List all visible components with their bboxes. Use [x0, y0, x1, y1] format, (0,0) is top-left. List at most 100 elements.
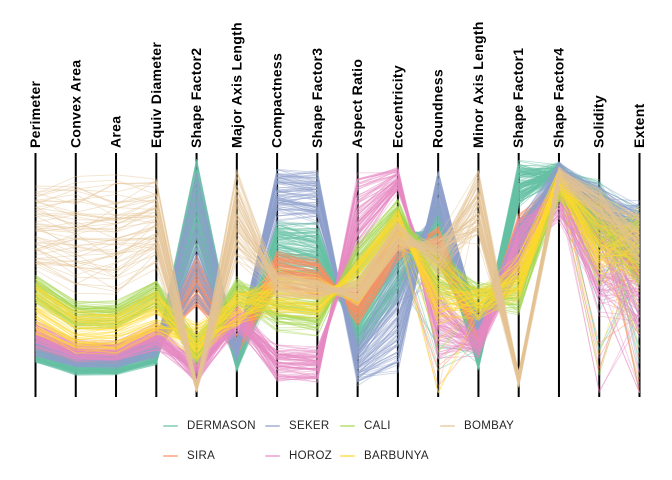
data-line	[35, 171, 640, 367]
data-line	[35, 191, 640, 358]
data-line	[35, 183, 640, 384]
data-line	[35, 173, 640, 363]
data-line	[35, 171, 640, 372]
legend-label-dermason: DERMASON	[187, 420, 256, 432]
data-line	[35, 167, 640, 368]
data-line	[35, 173, 640, 383]
data-line	[35, 176, 640, 358]
data-line	[35, 169, 640, 365]
axis-label-major-axis-length: Major Axis Length	[228, 22, 244, 148]
data-line	[35, 170, 640, 353]
data-line	[35, 174, 640, 363]
data-line	[35, 188, 640, 354]
data-line	[35, 172, 640, 361]
data-line	[35, 171, 640, 380]
data-line	[35, 169, 640, 360]
series-seker	[35, 161, 640, 387]
data-line	[35, 167, 640, 376]
data-line	[35, 167, 640, 363]
data-line	[35, 174, 640, 377]
data-line	[35, 168, 640, 393]
data-line	[35, 171, 640, 380]
data-line	[35, 175, 640, 365]
data-line	[35, 163, 640, 370]
data-line	[35, 178, 640, 366]
data-line	[35, 181, 640, 345]
axis-label-compactness: Compactness	[269, 53, 285, 148]
data-line	[35, 179, 640, 352]
data-line	[35, 187, 640, 360]
data-line	[35, 161, 640, 363]
axis-label-area: Area	[108, 116, 124, 148]
data-line	[35, 169, 640, 363]
data-line	[35, 175, 640, 358]
data-line	[35, 194, 640, 355]
data-line	[35, 175, 640, 372]
data-line	[35, 195, 640, 357]
data-line	[35, 190, 640, 358]
data-line	[35, 169, 640, 350]
data-line	[35, 174, 640, 374]
data-line	[35, 173, 640, 387]
data-line	[35, 178, 640, 372]
series-cali	[35, 172, 640, 376]
data-line	[35, 175, 640, 366]
data-line	[35, 161, 640, 382]
data-line	[35, 174, 640, 348]
data-line	[35, 171, 640, 393]
data-line	[35, 182, 640, 359]
data-line	[35, 174, 640, 367]
data-line	[35, 173, 640, 380]
data-line	[35, 194, 640, 362]
data-line	[35, 186, 640, 355]
data-line	[35, 189, 640, 361]
data-line	[35, 184, 640, 356]
data-line	[35, 175, 640, 359]
data-line	[35, 167, 640, 365]
data-line	[35, 179, 640, 365]
data-line	[35, 196, 640, 358]
data-line	[35, 186, 640, 338]
data-line	[35, 186, 640, 365]
data-line	[35, 179, 640, 370]
data-line	[35, 168, 640, 374]
data-line	[35, 193, 640, 356]
data-line	[35, 190, 640, 342]
data-line	[35, 166, 640, 365]
data-line	[35, 169, 640, 372]
data-line	[35, 186, 640, 363]
data-line	[35, 167, 640, 378]
data-line	[35, 178, 640, 365]
data-line	[35, 173, 640, 358]
data-line	[35, 168, 640, 363]
data-line	[35, 166, 640, 360]
data-line	[35, 173, 640, 388]
data-line	[35, 185, 640, 359]
data-line	[35, 177, 640, 356]
data-line	[35, 178, 640, 360]
data-line	[35, 178, 640, 371]
data-line	[35, 168, 640, 354]
data-line	[35, 175, 640, 362]
data-line	[35, 183, 640, 390]
data-line	[35, 162, 640, 378]
data-line	[35, 173, 640, 382]
data-line	[35, 194, 640, 358]
data-line	[35, 177, 640, 351]
data-line	[35, 183, 640, 360]
data-line	[35, 183, 640, 349]
data-line	[35, 160, 640, 368]
data-line	[35, 172, 640, 364]
data-line	[35, 196, 640, 362]
series-bombay	[35, 166, 640, 393]
data-line	[35, 169, 640, 341]
data-line	[35, 171, 640, 365]
axis-label-solidity: Solidity	[591, 95, 607, 148]
data-line	[35, 172, 640, 388]
data-line	[35, 182, 640, 351]
data-line	[35, 171, 640, 393]
data-line	[35, 161, 640, 369]
data-line	[35, 174, 640, 347]
series-sira	[35, 171, 640, 393]
axis-label-shape-factor2: Shape Factor2	[188, 48, 204, 148]
